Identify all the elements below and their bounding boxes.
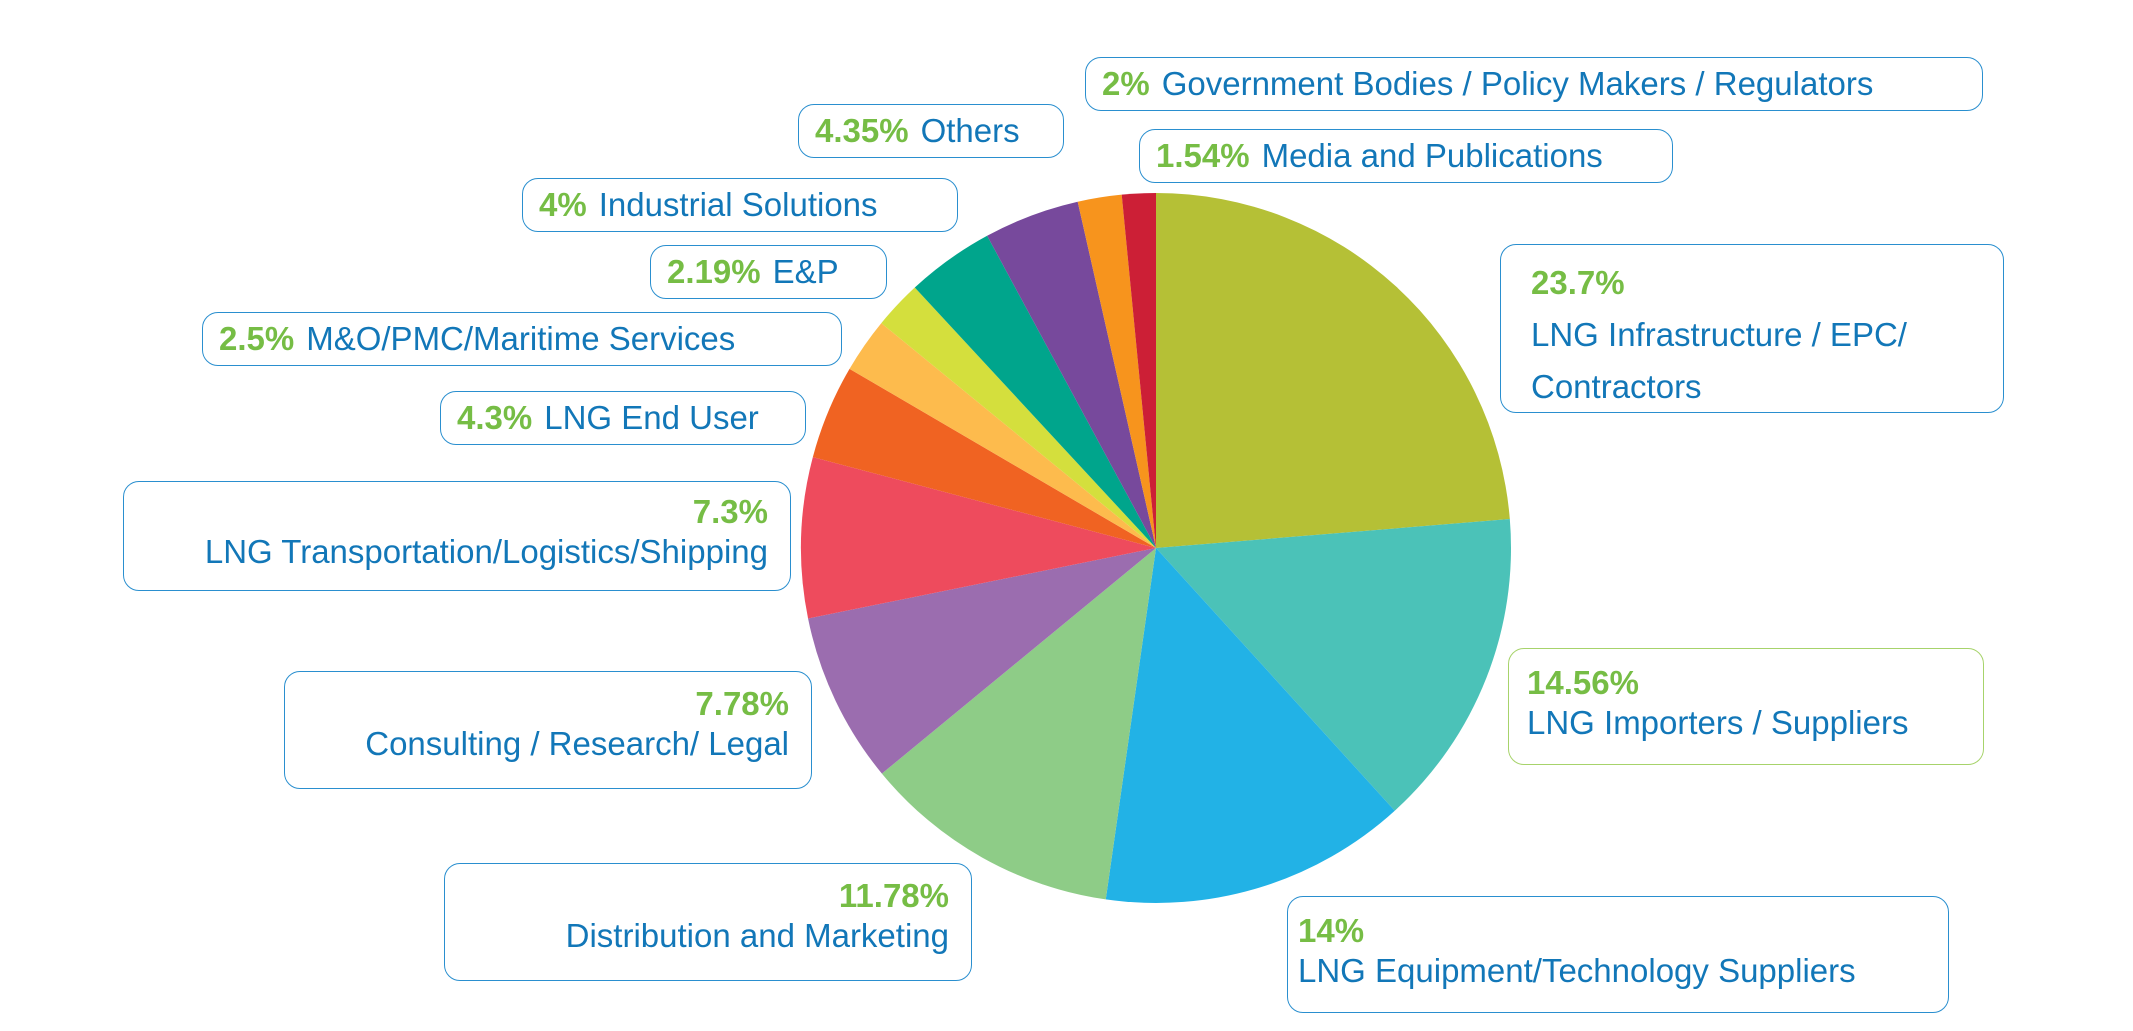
label-distribution: 11.78% Distribution and Marketing — [444, 863, 972, 981]
label-pct: 4.35% — [815, 111, 909, 149]
label-industrial: 4% Industrial Solutions — [522, 178, 958, 232]
label-name: E&P — [772, 252, 839, 290]
label-ep: 2.19% E&P — [650, 245, 887, 299]
label-others: 4.35% Others — [798, 104, 1064, 158]
label-pct: 2.19% — [667, 252, 761, 290]
pie-slice-5 — [801, 457, 1156, 619]
label-name: LNG Equipment/Technology Suppliers — [1298, 952, 1856, 990]
label-media: 1.54% Media and Publications — [1139, 129, 1673, 183]
pie-slice-10 — [987, 201, 1156, 548]
label-end-user: 4.3% LNG End User — [440, 391, 806, 445]
pie-slice-8 — [881, 287, 1156, 548]
label-pct: 11.78% — [838, 877, 949, 914]
pie-slice-4 — [808, 548, 1156, 774]
pie-slice-0 — [1156, 193, 1510, 548]
label-name: Others — [920, 111, 1020, 149]
label-pct: 14.56% — [1527, 664, 1639, 701]
label-pct: 23.7% — [1531, 264, 1625, 301]
label-pct: 14% — [1298, 912, 1365, 949]
label-name: LNG End User — [544, 398, 759, 436]
label-name: LNG Transportation/Logistics/Shipping — [204, 533, 768, 571]
pie-slice-11 — [1077, 194, 1156, 548]
label-pct: 2.5% — [219, 319, 295, 357]
label-name: M&O/PMC/Maritime Services — [306, 319, 736, 357]
label-mo-pmc: 2.5% M&O/PMC/Maritime Services — [202, 312, 842, 366]
pie-slices — [801, 193, 1511, 903]
pie-slice-6 — [812, 368, 1156, 548]
label-government: 2% Government Bodies / Policy Makers / R… — [1085, 57, 1983, 111]
label-equipment: 14% LNG Equipment/Technology Suppliers — [1287, 896, 1949, 1013]
pie-slice-12 — [1121, 193, 1156, 548]
label-consulting: 7.78% Consulting / Research/ Legal — [284, 671, 812, 789]
label-name: Government Bodies / Policy Makers / Regu… — [1161, 64, 1874, 102]
pie-slice-3 — [881, 548, 1156, 900]
label-name: Distribution and Marketing — [565, 917, 949, 955]
pie-slice-1 — [1156, 519, 1511, 811]
label-infrastructure: 23.7% LNG Infrastructure / EPC/ Contract… — [1500, 244, 2004, 413]
pie-slice-7 — [849, 323, 1156, 548]
label-pct: 7.78% — [695, 685, 789, 722]
label-name: Industrial Solutions — [598, 185, 878, 223]
label-importers: 14.56% LNG Importers / Suppliers — [1508, 648, 1984, 765]
label-pct: 4.3% — [457, 398, 533, 436]
label-pct: 7.3% — [692, 493, 768, 530]
label-name: Consulting / Research/ Legal — [365, 725, 789, 763]
label-transportation: 7.3% LNG Transportation/Logistics/Shippi… — [123, 481, 791, 591]
label-name: LNG Infrastructure / EPC/ Contractors — [1531, 316, 1907, 406]
label-name: LNG Importers / Suppliers — [1527, 704, 1909, 742]
label-pct: 4% — [539, 185, 587, 223]
label-pct: 2% — [1102, 64, 1150, 102]
pie-slice-9 — [914, 235, 1156, 548]
label-name: Media and Publications — [1261, 136, 1603, 174]
pie-slice-2 — [1105, 548, 1395, 903]
label-pct: 1.54% — [1156, 136, 1250, 174]
